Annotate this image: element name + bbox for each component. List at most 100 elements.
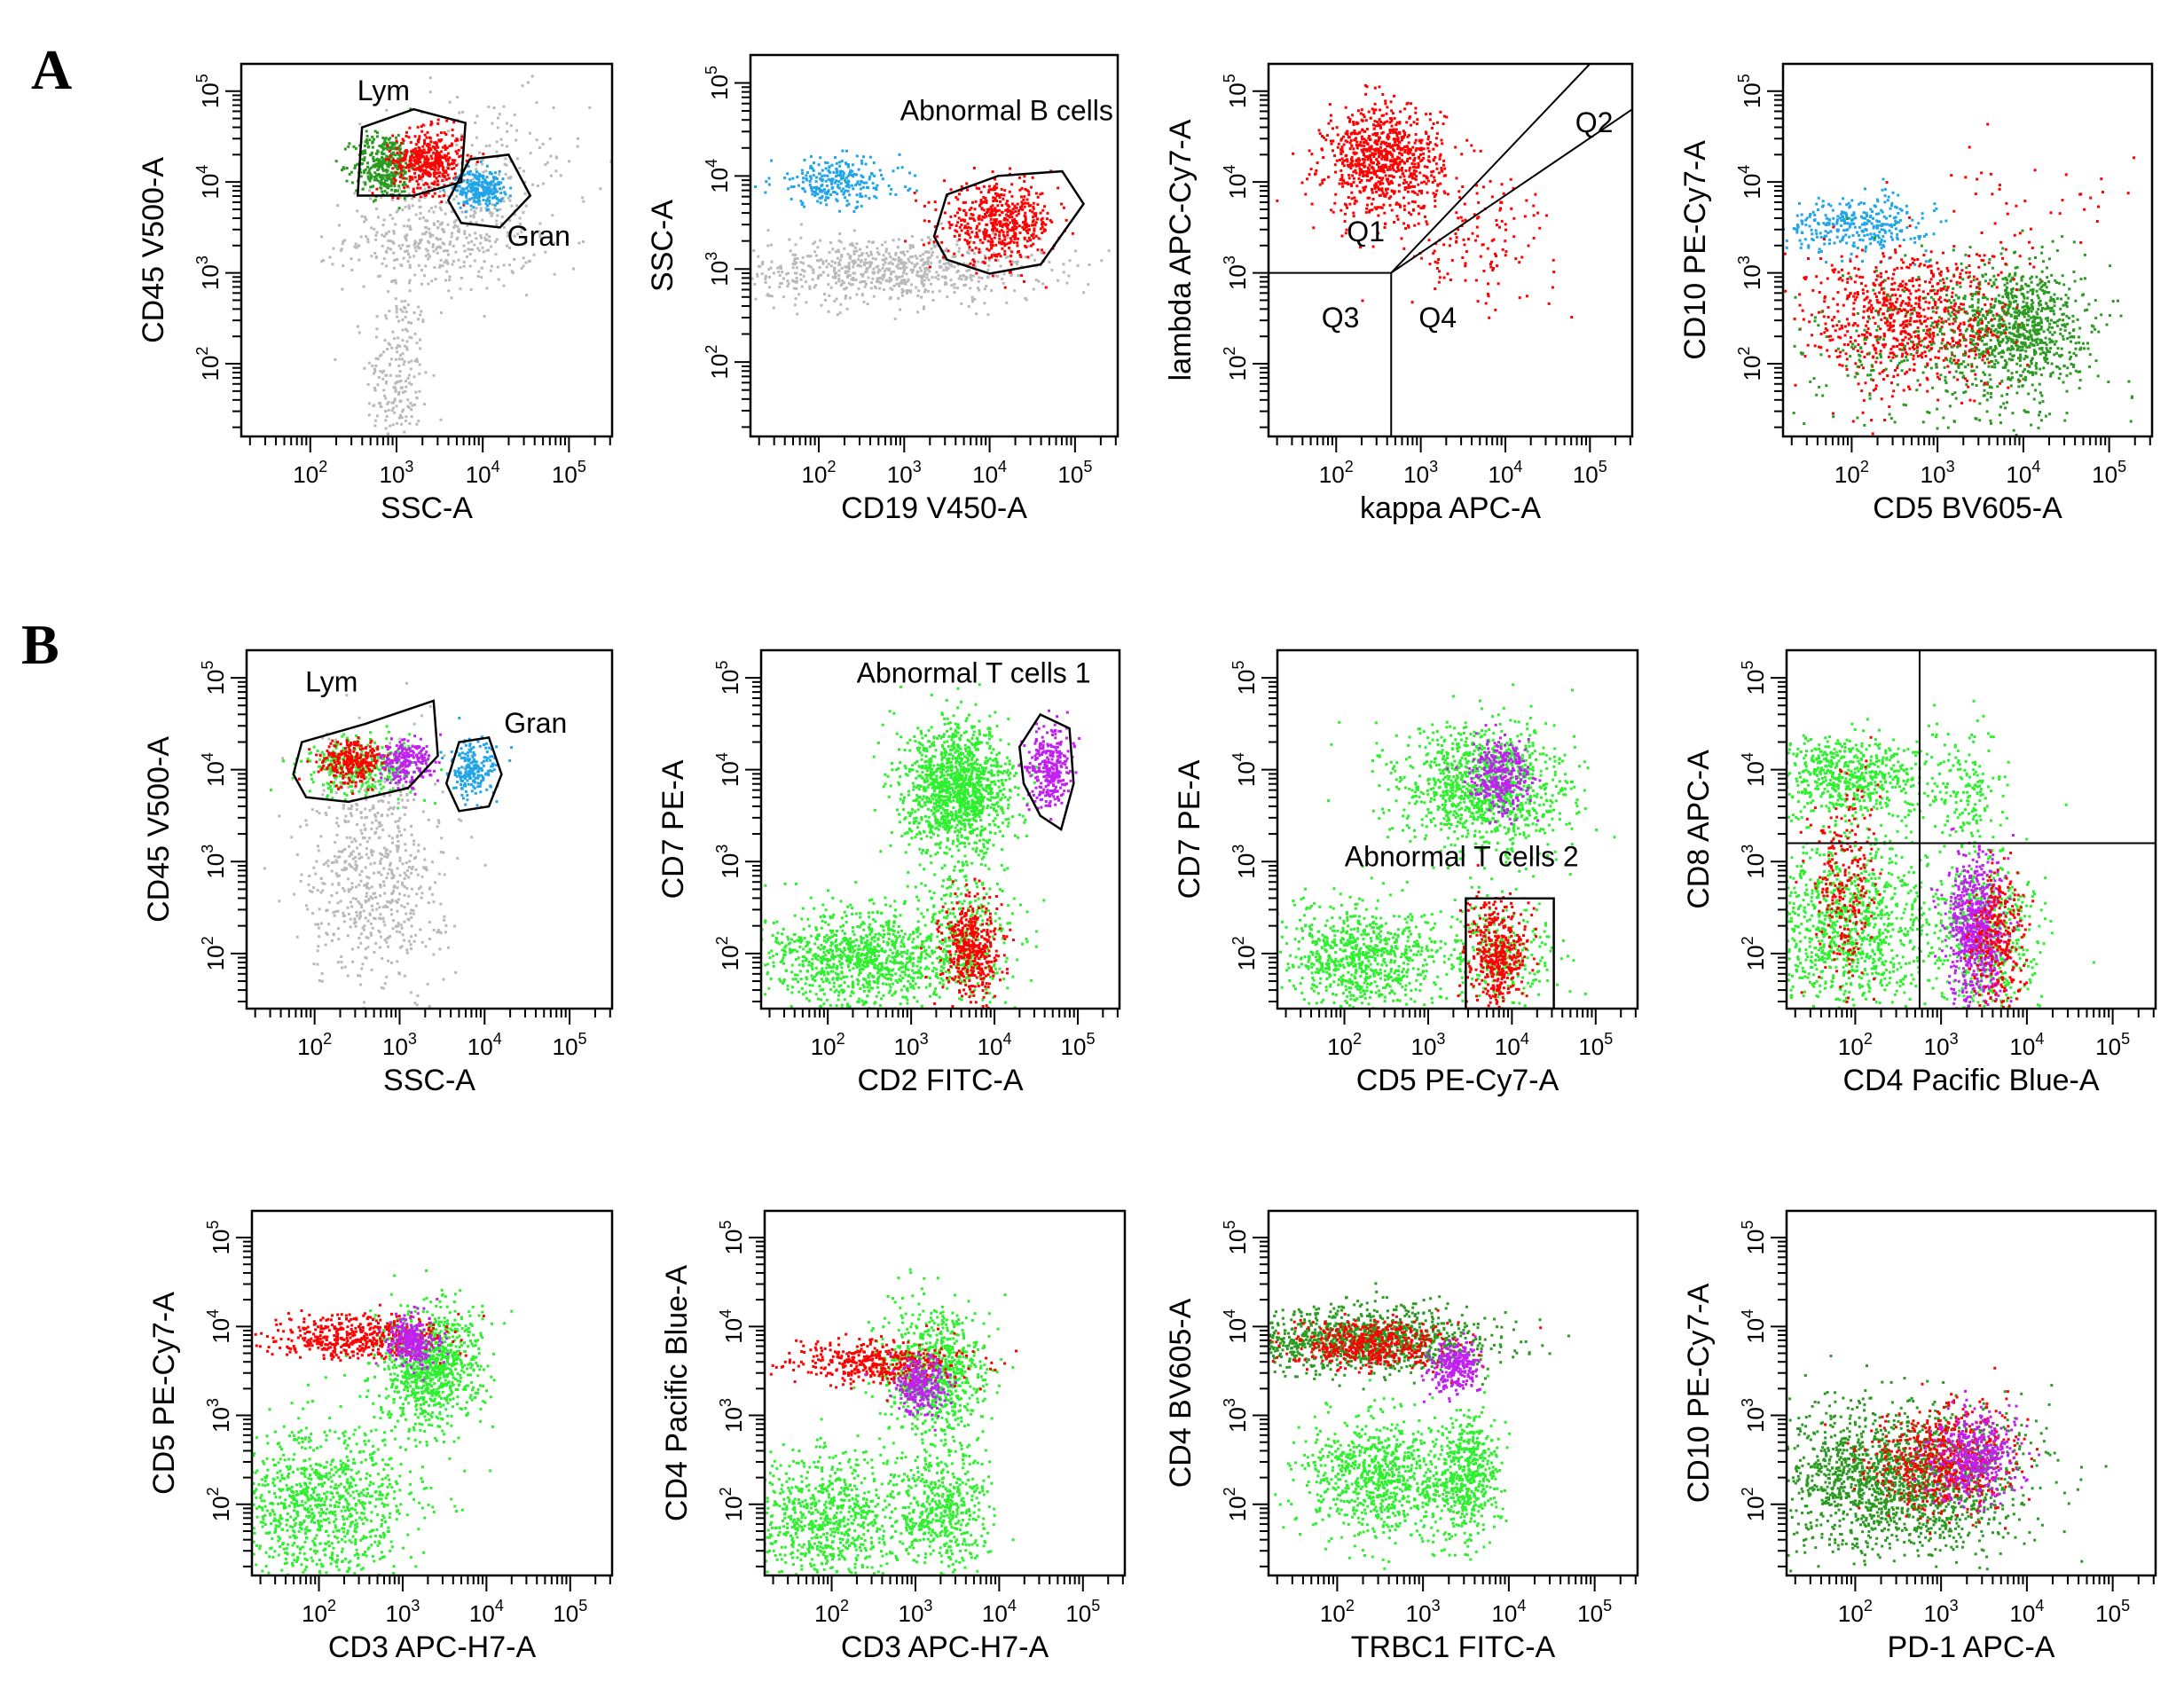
event-point <box>443 179 446 183</box>
event-point <box>433 164 436 168</box>
event-point <box>364 181 367 185</box>
event-point <box>373 592 375 594</box>
event-point <box>423 274 426 278</box>
event-point <box>1390 153 1394 156</box>
event-point <box>1354 132 1356 136</box>
event-point <box>1498 208 1502 212</box>
event-point <box>1866 219 1870 223</box>
event-point <box>371 145 374 149</box>
event-point <box>401 339 405 342</box>
event-point <box>387 185 390 188</box>
event-point <box>976 235 979 239</box>
event-point <box>1403 188 1407 192</box>
event-point <box>965 269 969 272</box>
event-point <box>380 179 383 183</box>
event-point <box>417 183 420 186</box>
event-point <box>966 222 970 225</box>
event-point <box>355 246 358 249</box>
event-point <box>446 253 450 256</box>
event-point <box>1473 149 1476 153</box>
event-point <box>2039 341 2042 344</box>
event-point <box>520 266 523 270</box>
event-point <box>507 196 510 200</box>
event-point <box>1994 328 1998 331</box>
event-point <box>1879 224 1882 227</box>
event-point <box>1390 208 1394 212</box>
event-point <box>907 257 910 261</box>
event-point <box>1006 255 1010 258</box>
event-point <box>363 171 366 175</box>
event-point <box>455 188 458 192</box>
event-point <box>381 163 384 167</box>
event-point <box>431 164 435 167</box>
event-point <box>957 216 961 220</box>
event-point <box>1306 177 1308 181</box>
event-point <box>1023 279 1025 283</box>
event-point <box>1004 202 1008 206</box>
event-point <box>418 174 420 177</box>
event-point <box>1434 192 1438 196</box>
event-point <box>1381 167 1385 170</box>
event-point <box>401 310 405 313</box>
event-point <box>1361 119 1364 122</box>
event-point <box>2039 319 2043 323</box>
event-point <box>1386 106 1389 109</box>
event-point <box>1340 174 1344 177</box>
event-point <box>1863 223 1866 226</box>
event-point <box>506 130 509 133</box>
event-point <box>465 186 468 190</box>
event-point <box>453 224 457 227</box>
event-point <box>436 118 440 122</box>
event-point <box>373 252 377 255</box>
event-point <box>1882 245 1886 248</box>
event-point <box>491 180 495 184</box>
event-point <box>826 161 829 165</box>
event-point <box>1410 123 1412 127</box>
event-point <box>796 312 799 316</box>
event-point <box>373 171 377 175</box>
event-point <box>801 172 805 175</box>
event-point <box>1822 236 1826 240</box>
event-point <box>860 195 864 199</box>
event-point <box>382 160 386 163</box>
event-point <box>811 192 814 196</box>
event-point <box>844 178 846 182</box>
event-point <box>871 256 875 260</box>
event-point <box>1811 210 1815 214</box>
event-point <box>1413 185 1416 188</box>
event-point <box>1427 155 1431 159</box>
event-point <box>513 113 516 116</box>
event-point <box>1044 223 1048 226</box>
event-point <box>481 180 484 184</box>
event-point <box>859 192 862 195</box>
event-point <box>447 194 451 198</box>
event-point <box>1491 269 1495 271</box>
event-point <box>1376 143 1379 146</box>
event-point <box>1347 163 1349 167</box>
event-point <box>366 382 370 386</box>
event-point <box>812 268 815 271</box>
event-point <box>823 293 826 295</box>
event-point <box>428 175 431 178</box>
event-point <box>1873 232 1876 236</box>
event-point <box>1399 110 1402 114</box>
event-point <box>2063 329 2067 333</box>
event-point <box>1473 213 1476 216</box>
event-point <box>473 199 476 202</box>
event-point <box>387 247 389 250</box>
event-point <box>1990 392 1992 395</box>
event-point <box>467 173 471 176</box>
event-point <box>458 155 461 159</box>
event-point <box>1036 217 1039 221</box>
event-point <box>412 164 416 168</box>
event-point <box>931 254 933 257</box>
event-point <box>837 184 840 186</box>
event-point <box>2061 235 2064 239</box>
event-point <box>1975 332 1978 335</box>
event-point <box>1841 239 1844 242</box>
event-point <box>446 152 450 155</box>
event-point <box>1372 108 1376 112</box>
event-point <box>468 190 472 192</box>
event-point <box>409 162 412 165</box>
event-point <box>1417 161 1420 165</box>
